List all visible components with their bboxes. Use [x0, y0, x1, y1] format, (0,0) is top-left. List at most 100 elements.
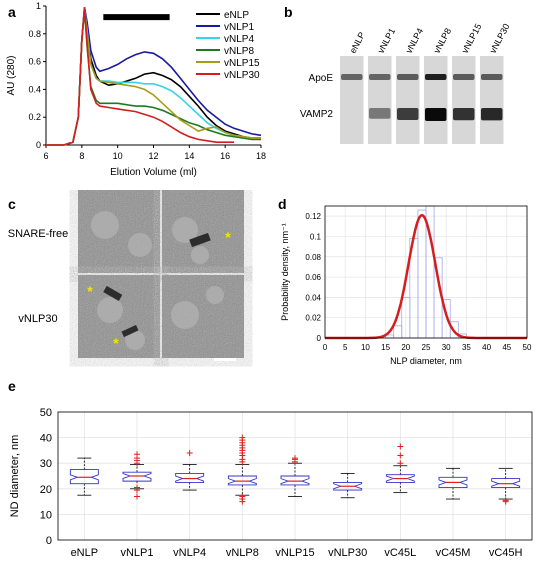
histogram-bin [417, 209, 427, 339]
row-label-vnlp30: vNLP30 [18, 313, 57, 325]
diameter-histogram: 0 5 10 15 20 25 30 35 40 45 50 0 0.02 0.04 0.06 0.08 0.1… [280, 205, 532, 366]
x-tick-label-vNLP30: vNLP30 [328, 547, 367, 559]
nanoparticle [91, 211, 119, 239]
nanoparticle [97, 297, 123, 323]
outlier-marker [292, 455, 298, 462]
x-tick-label: 10 [361, 343, 370, 352]
x-tick-label: 8 [79, 151, 84, 161]
legend-label-vNLP15: vNLP15 [224, 58, 260, 69]
x-tick-label: 35 [462, 343, 471, 352]
x-tick-label: 10 [113, 151, 123, 161]
blot-band-VAMP2 [369, 108, 391, 119]
y-tick-label: 0.4 [28, 84, 41, 94]
y-tick-label: 0.06 [305, 273, 321, 282]
blot-band-ApoE [341, 74, 363, 80]
series-line-vNLP30 [46, 7, 235, 146]
nanoparticle [128, 233, 152, 257]
western-blot: eNLP vNLP1 vNLP4 vNLP8 vNLP15 vNLP30 ApoE VAMP2 [285, 20, 535, 150]
y-tick-label: 0.8 [28, 29, 41, 39]
blot-band-ApoE [481, 74, 503, 80]
y-tick-label: 0.04 [305, 293, 321, 302]
outlier-marker [134, 493, 140, 500]
legend-label-vNLP1: vNLP1 [224, 22, 254, 33]
x-tick-label-vNLP8: vNLP8 [226, 547, 259, 559]
y-tick-label: 50 [40, 407, 52, 419]
y-tick-label: 0.12 [305, 212, 321, 221]
blot-svg: eNLP vNLP1 vNLP4 vNLP8 vNLP15 vNLP30 ApoE VAMP2 [300, 22, 512, 144]
nanoparticle [125, 330, 145, 350]
y-axis-title: ND diameter, nm [9, 435, 21, 518]
nanodisc-edge [121, 324, 139, 338]
x-tick-label-vNLP1: vNLP1 [120, 547, 153, 559]
blot-lane-vNLP30 [480, 56, 504, 144]
plot-frame [57, 411, 533, 541]
box-vNLP15 [280, 475, 310, 486]
histogram-bin [393, 325, 403, 339]
outlier-marker [239, 434, 246, 441]
blot-lane-vNLP8 [424, 56, 448, 144]
blot-band-VAMP2 [481, 108, 503, 121]
box-vC45L [385, 474, 415, 483]
blot-lane-vNLP4 [396, 56, 420, 144]
outlier-marker [397, 460, 404, 467]
outlier-marker [186, 449, 193, 456]
elution-chart: 6 8 10 12 14 16 18 0 0.2 0.4 0.6 0.8 1 Elution Volume… [6, 1, 266, 178]
x-tick-label: 40 [482, 343, 491, 352]
outlier-marker [397, 452, 404, 459]
blot-lane-vNLP1 [368, 56, 392, 144]
y-tick-label: 0 [317, 334, 322, 343]
legend-label-vNLP8: vNLP8 [224, 46, 254, 57]
legend-label-vNLP30: vNLP30 [224, 70, 260, 81]
y-tick-label: 40 [40, 433, 52, 445]
x-tick-label-vNLP15: vNLP15 [275, 547, 314, 559]
nanoparticle [191, 246, 209, 264]
blot-band-VAMP2 [397, 108, 419, 120]
x-tick-label-vC45H: vC45H [489, 547, 523, 559]
box-vC45H [491, 478, 521, 488]
blot-lane-eNLP [340, 56, 364, 144]
panel-label-e: e [8, 378, 16, 394]
marker-asterisk: * [113, 335, 119, 351]
micrograph-svg: * * * SNARE-free vNLP30 [8, 190, 244, 361]
outlier-marker [134, 484, 140, 491]
x-tick-label: 16 [220, 151, 230, 161]
y-tick-label: 10 [40, 509, 52, 521]
blot-lane-vNLP15 [452, 56, 476, 144]
blot-band-ApoE [425, 74, 447, 80]
y-tick-label: 0.08 [305, 253, 321, 262]
panel-label-c: c [8, 196, 16, 212]
legend-label-eNLP: eNLP [224, 10, 249, 21]
blot-lane-label: vNLP8 [432, 26, 454, 55]
x-tick-label-vC45L: vC45L [384, 547, 416, 559]
fraction-bar [103, 14, 170, 21]
panel-label-b: b [284, 4, 293, 20]
x-tick-label: 50 [523, 343, 532, 352]
x-tick-label: 25 [422, 343, 431, 352]
diameter-boxplot: 0 10 20 30 40 50 eNLP vNLP1 vNLP4 vNLP8 vNLP15 vNLP… [9, 407, 533, 559]
outlier-marker [239, 493, 246, 500]
y-tick-label: 0.1 [310, 232, 322, 241]
nanodisc-edge [189, 232, 211, 248]
box-vC45M [438, 476, 468, 488]
y-axis-title: Probability density, nm⁻¹ [280, 223, 290, 321]
box-vNLP30 [333, 481, 363, 491]
blot-band-VAMP2 [425, 108, 447, 121]
blot-lane-label: vNLP30 [488, 22, 512, 55]
box-eNLP [69, 469, 99, 485]
blot-band-ApoE [453, 74, 475, 80]
outlier-marker [397, 443, 404, 450]
y-tick-label: 20 [40, 484, 52, 496]
box-vNLP8 [227, 475, 257, 486]
y-tick-label: 30 [40, 458, 52, 470]
panel-label-a: a [8, 4, 16, 20]
nanoparticle [172, 217, 198, 243]
outlier-marker [502, 497, 509, 504]
blot-lane-label: vNLP4 [404, 26, 426, 55]
box-vNLP4 [175, 472, 205, 483]
panel-label-d: d [278, 196, 287, 212]
blot-band-ApoE [369, 74, 391, 80]
x-tick-label: 5 [343, 343, 348, 352]
x-tick-label: 14 [184, 151, 194, 161]
y-tick-label: 0.02 [305, 314, 321, 323]
y-tick-label: 0 [36, 140, 41, 150]
